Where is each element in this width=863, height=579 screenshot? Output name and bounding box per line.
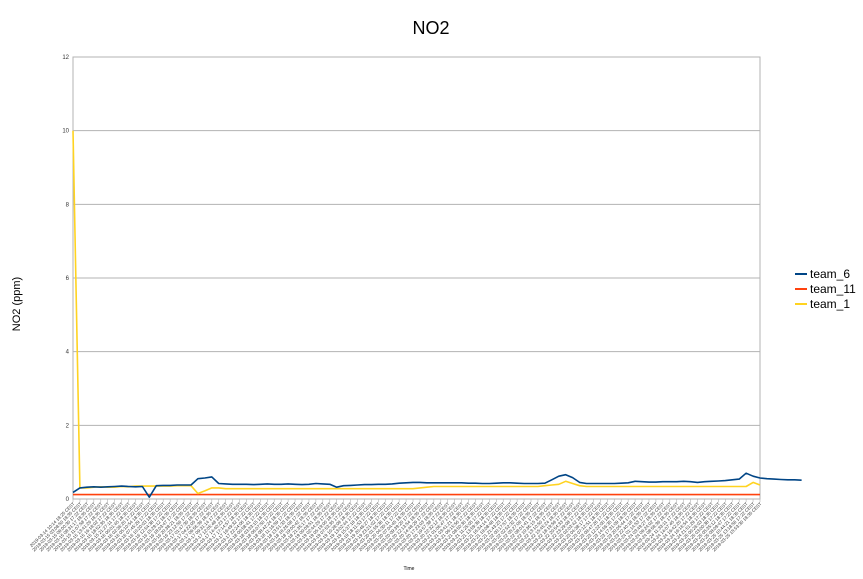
y-tick-labels: 0 2 4 6 8 10 12 xyxy=(62,55,69,503)
y-axis-title: NO2 (ppm) xyxy=(11,277,23,331)
legend-label: team_1 xyxy=(810,297,850,311)
chart-title: NO2 xyxy=(412,18,449,38)
grid-lines xyxy=(72,56,761,500)
y-tick-label: 4 xyxy=(66,350,70,356)
x-axis-title: Time xyxy=(404,566,415,572)
y-tick-label: 2 xyxy=(66,423,70,429)
series-line-team-6 xyxy=(72,472,802,499)
legend-label: team_6 xyxy=(810,267,850,281)
y-tick-label: 6 xyxy=(66,276,70,282)
y-tick-label: 12 xyxy=(62,55,69,61)
legend-label: team_11 xyxy=(810,282,856,296)
y-tick-label: 8 xyxy=(66,202,70,208)
y-tick-label: 0 xyxy=(66,497,70,503)
series-lines xyxy=(72,130,802,499)
series-line-team-1 xyxy=(72,130,761,495)
y-tick-label: 10 xyxy=(62,129,69,135)
